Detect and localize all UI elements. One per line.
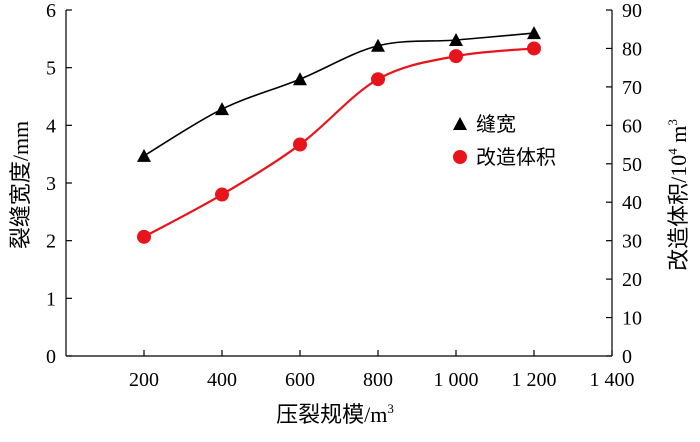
- data-point-width: [137, 148, 151, 162]
- y2-tick-label: 70: [622, 77, 642, 99]
- x-tick-label: 600: [285, 369, 315, 391]
- series-layer: [137, 26, 541, 244]
- data-point-volume: [137, 229, 151, 244]
- y2-tick-label: 10: [622, 308, 642, 330]
- data-point-volume: [527, 41, 541, 56]
- legend-label-width: 缝宽: [476, 113, 516, 136]
- y-tick-label: 4: [46, 115, 56, 137]
- legend: 缝宽 改造体积: [453, 113, 556, 169]
- data-point-width: [215, 102, 229, 116]
- data-point-volume: [371, 72, 385, 87]
- legend-triangle-marker: [453, 117, 467, 130]
- data-point-volume: [215, 187, 229, 202]
- data-point-volume: [293, 137, 307, 152]
- x-tick-label: 400: [207, 369, 237, 391]
- x-tick-label: 200: [129, 369, 159, 391]
- data-point-width: [293, 72, 307, 86]
- x-tick-label: 1 000: [434, 369, 479, 391]
- x-tick-label: 1 200: [512, 369, 557, 391]
- y-tick-label: 0: [46, 346, 56, 368]
- y2-tick-label: 0: [622, 346, 632, 368]
- y-axis-title: 裂缝宽度/mm: [8, 121, 33, 249]
- y2-axis-title: 改造体积/104 m3: [665, 119, 691, 271]
- data-point-width: [527, 26, 541, 40]
- y-tick-label: 1: [46, 288, 56, 310]
- x-axis: 200 400 600 800 1 000 1 200 1 400: [129, 350, 635, 391]
- y2-tick-label: 50: [622, 154, 642, 176]
- x-tick-label: 1 400: [590, 369, 635, 391]
- x-tick-label: 800: [363, 369, 393, 391]
- y2-tick-label: 80: [622, 38, 642, 60]
- series-line-volume: [143, 47, 535, 238]
- data-point-width: [449, 32, 463, 46]
- legend-circle-marker: [453, 150, 467, 164]
- y2-tick-label: 30: [622, 231, 642, 253]
- y2-tick-label: 60: [622, 115, 642, 137]
- y-tick-label: 2: [46, 231, 56, 253]
- y2-tick-label: 20: [622, 269, 642, 291]
- y-tick-label: 5: [46, 58, 56, 80]
- y-tick-label: 6: [46, 0, 56, 22]
- y-axis-left: 0 1 2 3 4 5 6: [46, 0, 72, 368]
- legend-label-volume: 改造体积: [476, 146, 556, 169]
- y2-tick-label: 40: [622, 192, 642, 214]
- data-point-width: [371, 38, 385, 52]
- y-axis-right: 0 10 20 30 40 50 60 70 80 90: [606, 0, 642, 368]
- y2-tick-label: 90: [622, 0, 642, 22]
- series-line-width: [143, 32, 535, 157]
- x-axis-title: 压裂规模/m3: [276, 401, 394, 427]
- y-tick-label: 3: [46, 173, 56, 195]
- data-point-volume: [449, 49, 463, 64]
